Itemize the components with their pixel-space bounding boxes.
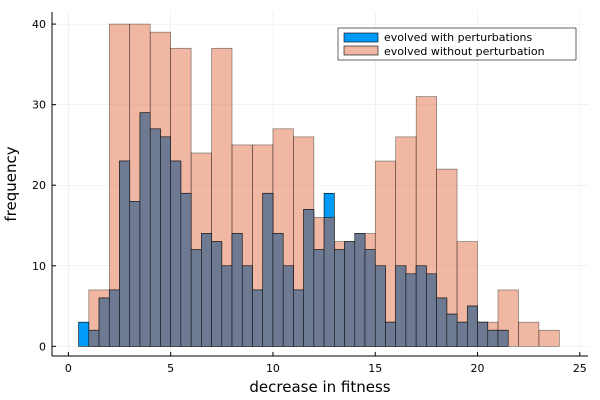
bar-overlap [497, 329, 509, 347]
bar-overlap [334, 249, 345, 347]
bar-overlap [201, 233, 212, 347]
y-axis-title: frequency [2, 146, 20, 221]
bar-overlap [190, 249, 202, 347]
bar-overlap [395, 265, 407, 347]
legend-swatch-with-perturbations [343, 32, 379, 43]
bar-overlap [364, 249, 376, 347]
legend-label-with-perturbations: evolved with perturbations [384, 31, 533, 44]
plot-axes [51, 12, 588, 357]
x-tick-label: 25 [573, 362, 587, 375]
bar-overlap [262, 192, 274, 347]
x-tick-label: 10 [266, 362, 280, 375]
bar-overlap [272, 233, 284, 347]
legend: evolved with perturbations evolved witho… [337, 27, 577, 61]
bar-overlap [466, 305, 478, 347]
legend-swatch-without-perturbation [343, 45, 379, 56]
bar-without-perturbation [518, 321, 540, 347]
bar-overlap [374, 265, 386, 347]
bar-overlap [231, 233, 243, 347]
x-tick-label: 15 [368, 362, 382, 375]
bar-without-perturbation [538, 329, 560, 347]
y-tick-label: 20 [32, 179, 46, 192]
bar-overlap [344, 241, 356, 347]
bar-overlap [426, 273, 437, 347]
bar-overlap [446, 313, 458, 347]
tick-labels: 0 5 10 15 20 25 0 10 20 30 40 [32, 18, 587, 375]
bar-overlap [282, 265, 294, 347]
bar-overlap [119, 160, 131, 347]
bar-overlap [108, 289, 120, 347]
bar-overlap [88, 329, 100, 347]
x-axis-title: decrease in fitness [249, 378, 390, 396]
bar-overlap [221, 265, 233, 347]
bar-overlap [160, 136, 171, 347]
bar-overlap [98, 297, 110, 347]
bar-overlap [415, 265, 427, 347]
y-tick-label: 10 [32, 260, 46, 273]
bar-overlap [385, 321, 396, 347]
bar-overlap [456, 321, 468, 347]
y-tick-label: 0 [39, 340, 46, 353]
bar-overlap [129, 201, 141, 347]
x-tick-label: 20 [471, 362, 485, 375]
bar-overlap [293, 289, 304, 347]
bar-overlap [354, 233, 366, 347]
bar-overlap [477, 321, 489, 347]
bar-overlap [241, 265, 253, 347]
y-tick-label: 30 [32, 99, 46, 112]
bar-overlap [487, 329, 499, 347]
legend-label-without-perturbation: evolved without perturbation [384, 45, 545, 58]
x-tick-label: 0 [65, 362, 72, 375]
x-tick-label: 5 [167, 362, 174, 375]
y-tick-label: 40 [32, 18, 46, 31]
bar-overlap [180, 192, 192, 347]
bar-overlap [313, 249, 325, 347]
bar-overlap [170, 160, 182, 347]
bar-overlap [405, 273, 417, 347]
overlap-bars [88, 112, 509, 347]
bar-overlap [252, 289, 264, 347]
bar-overlap [211, 241, 223, 347]
bar-overlap [303, 209, 315, 347]
bar-overlap [149, 128, 161, 347]
bar-with-perturbations [78, 321, 90, 347]
bar-overlap [139, 112, 151, 347]
bar-overlap [436, 297, 448, 347]
bar-overlap [323, 217, 335, 347]
